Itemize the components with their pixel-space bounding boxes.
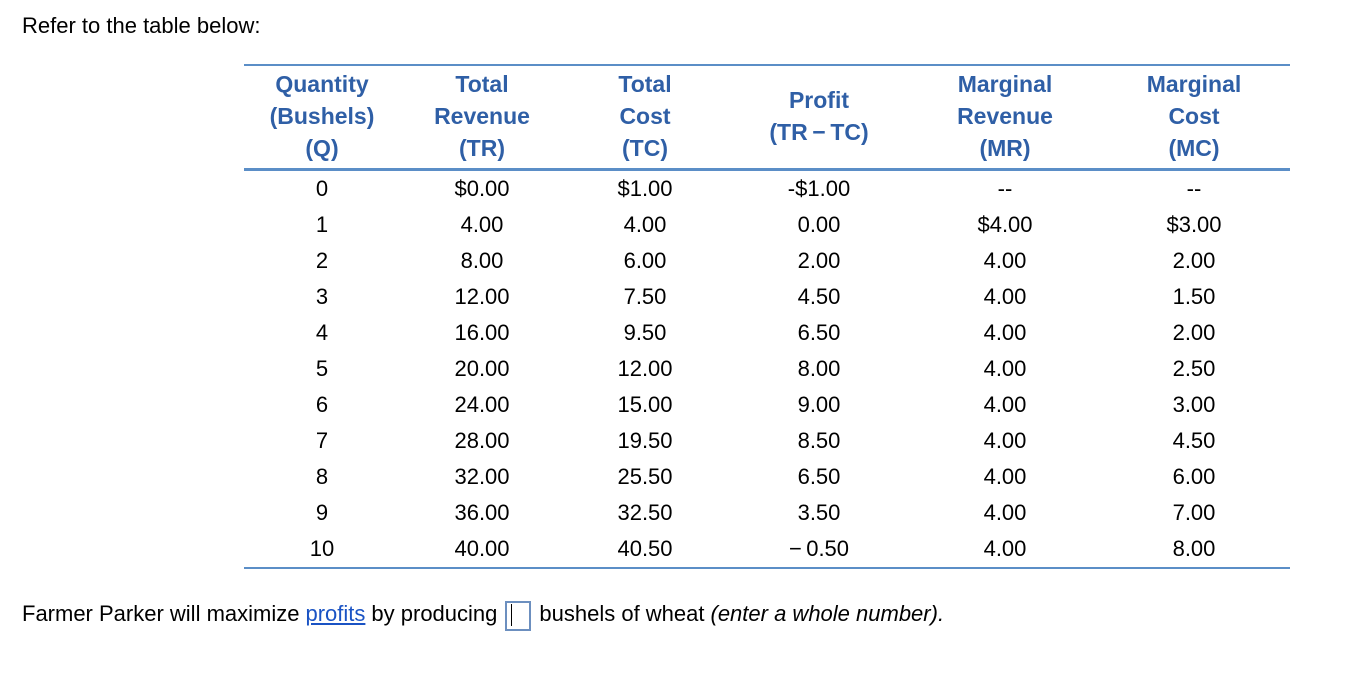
table-cell: 2.00	[1172, 248, 1216, 273]
table-row: 6 24.00 15.00 9.00 4.00 3.00	[244, 387, 1290, 423]
question-text-middle: by producing	[371, 601, 498, 627]
header-quantity: Quantity (Bushels) (Q)	[269, 71, 375, 161]
table-cell: 6.00	[1172, 464, 1216, 489]
table-cell: 36.00	[454, 500, 510, 525]
table-body: 0 $0.00 $1.00 -$1.00 -- -- 1 4.00 4.00 0.00 $4.00 $…	[244, 170, 1290, 568]
table-cell: $4.00	[977, 212, 1033, 237]
table-cell: 6.50	[797, 320, 841, 345]
header-marginal-cost: Marginal Cost (MC)	[1146, 71, 1242, 161]
table-cell: 4.50	[797, 284, 841, 309]
table-cell: 25.50	[617, 464, 673, 489]
table-cell: 8.00	[1172, 536, 1216, 561]
table-cell: --	[997, 176, 1013, 201]
header-total-revenue: Total Revenue (TR)	[434, 71, 530, 161]
question-text-before: Farmer Parker will maximize	[22, 601, 300, 627]
table-cell: 12.00	[617, 356, 673, 381]
table-cell: 4.00	[983, 248, 1027, 273]
table-cell: 9	[315, 500, 329, 525]
table-cell: 8.00	[460, 248, 504, 273]
table-cell: 0.00	[797, 212, 841, 237]
header-profit: Profit (TR − TC)	[769, 87, 869, 145]
table-cell: 4.00	[983, 392, 1027, 417]
table-cell: 1	[315, 212, 329, 237]
header-row: Quantity (Bushels) (Q) Total Revenue (TR…	[244, 65, 1290, 170]
table-row: 3 12.00 7.50 4.50 4.00 1.50	[244, 279, 1290, 315]
table-row: 9 36.00 32.50 3.50 4.00 7.00	[244, 495, 1290, 531]
table-row: 4 16.00 9.50 6.50 4.00 2.00	[244, 315, 1290, 351]
intro-text: Refer to the table below:	[22, 13, 261, 38]
table-cell: 3.00	[1172, 392, 1216, 417]
table-cell: 4.00	[983, 320, 1027, 345]
table-cell: 6.00	[623, 248, 667, 273]
table-cell: $1.00	[617, 176, 673, 201]
table-cell: 6.50	[797, 464, 841, 489]
table-cell: 4.00	[983, 284, 1027, 309]
table-cell: 1.50	[1172, 284, 1216, 309]
text-caret	[511, 604, 513, 626]
answer-input[interactable]	[505, 600, 532, 631]
table-row: 1 4.00 4.00 0.00 $4.00 $3.00	[244, 207, 1290, 243]
table-cell: -$1.00	[787, 176, 851, 201]
table-cell: 0	[315, 176, 329, 201]
table-cell: 16.00	[454, 320, 510, 345]
question-line: Farmer Parker will maximize profits by p…	[22, 598, 944, 631]
table-cell: 5	[315, 356, 329, 381]
table-cell: 4.00	[983, 464, 1027, 489]
table-cell: 28.00	[454, 428, 510, 453]
table-cell: 2	[315, 248, 329, 273]
table-cell: 7.00	[1172, 500, 1216, 525]
table-cell: 9.50	[623, 320, 667, 345]
table-cell: --	[1186, 176, 1202, 201]
table-row: 2 8.00 6.00 2.00 4.00 2.00	[244, 243, 1290, 279]
table-cell: 10	[309, 536, 335, 561]
table-row: 5 20.00 12.00 8.00 4.00 2.50	[244, 351, 1290, 387]
table-cell: 40.50	[617, 536, 673, 561]
table-cell: 32.50	[617, 500, 673, 525]
table-cell: 8.50	[797, 428, 841, 453]
question-hint: (enter a whole number).	[710, 601, 945, 627]
table-cell: $3.00	[1166, 212, 1222, 237]
data-table: Quantity (Bushels) (Q) Total Revenue (TR…	[244, 64, 1290, 569]
table-cell: 3.50	[797, 500, 841, 525]
table-cell: 4.00	[983, 536, 1027, 561]
header-marginal-revenue: Marginal Revenue (MR)	[957, 71, 1053, 161]
table-row: 7 28.00 19.50 8.50 4.00 4.50	[244, 423, 1290, 459]
answer-box-wrapper	[497, 598, 539, 631]
table-cell: 2.00	[797, 248, 841, 273]
profits-link[interactable]: profits	[305, 601, 366, 627]
table-cell: 20.00	[454, 356, 510, 381]
table-cell: 8.00	[797, 356, 841, 381]
table-cell: 7.50	[623, 284, 667, 309]
table-cell: 4.50	[1172, 428, 1216, 453]
table-cell: 32.00	[454, 464, 510, 489]
table-cell: 2.00	[1172, 320, 1216, 345]
table-cell: 4.00	[623, 212, 667, 237]
table-cell: 12.00	[454, 284, 510, 309]
table-cell: $0.00	[454, 176, 510, 201]
table-row: 8 32.00 25.50 6.50 4.00 6.00	[244, 459, 1290, 495]
question-text-after: bushels of wheat	[539, 601, 705, 627]
table-cell: 6	[315, 392, 329, 417]
table-cell: 4.00	[983, 356, 1027, 381]
table-cell: 40.00	[454, 536, 510, 561]
table-cell: 3	[315, 284, 329, 309]
table-cell: 8	[315, 464, 329, 489]
table-cell: 4	[315, 320, 329, 345]
table-row: 10 40.00 40.50 − 0.50 4.00 8.00	[244, 531, 1290, 568]
table-cell: 9.00	[797, 392, 841, 417]
table-cell: 4.00	[460, 212, 504, 237]
table-cell: 19.50	[617, 428, 673, 453]
table-cell: 7	[315, 428, 329, 453]
table-cell: 4.00	[983, 500, 1027, 525]
table-cell: − 0.50	[788, 536, 850, 561]
table-cell: 15.00	[617, 392, 673, 417]
header-total-cost: Total Cost (TC)	[618, 71, 672, 161]
table-row: 0 $0.00 $1.00 -$1.00 -- --	[244, 170, 1290, 208]
table-cell: 2.50	[1172, 356, 1216, 381]
table-cell: 4.00	[983, 428, 1027, 453]
table-cell: 24.00	[454, 392, 510, 417]
